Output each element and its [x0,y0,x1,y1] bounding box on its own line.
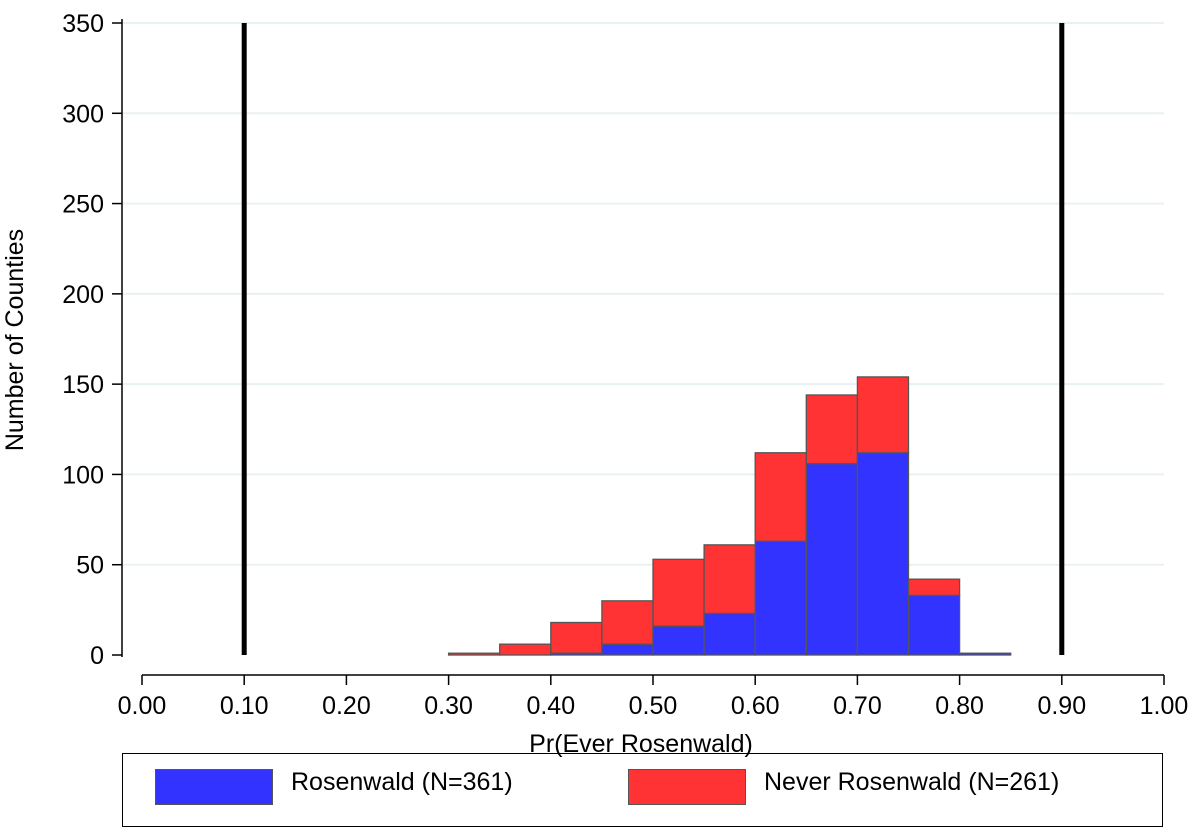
y-axis-label: Number of Counties [1,229,29,451]
x-tick-labels: 0.00 0.10 0.20 0.30 0.40 0.50 0.60 0.70 0.80 0.90… [118,675,1189,720]
y-tick-label-350: 350 [62,10,104,38]
y-tick-label-300: 300 [62,100,104,128]
legend-label-never-rosenwald: Never Rosenwald (N=261) [764,768,1060,796]
bar-never-rosenwald-0.45 [601,600,654,645]
y-tick-label-50: 50 [76,552,104,580]
bar-rosenwald-0.80 [958,652,1012,656]
reference-lines [241,23,1065,655]
y-tick-label-200: 200 [62,281,104,309]
x-tick-label-1.00: 1.00 [1140,692,1189,720]
bar-rosenwald-0.45 [601,643,654,656]
bar-rosenwald-0.70 [856,452,910,656]
legend-label-rosenwald: Rosenwald (N=361) [291,768,513,796]
axes [121,19,1164,676]
bar-never-rosenwald-0.60 [754,452,807,542]
bar-never-rosenwald-0.65 [805,394,859,465]
bar-never-rosenwald-0.50 [652,558,705,627]
y-tick-label-150: 150 [62,371,104,399]
y-tick-labels: 0 50 100 150 200 250 300 350 [62,10,122,670]
bar-rosenwald-0.60 [754,540,807,656]
x-tick-label-0.10: 0.10 [220,692,269,720]
x-tick-label-0.70: 0.70 [833,692,882,720]
y-tick-label-100: 100 [62,461,104,489]
x-tick-label-0.90: 0.90 [1037,692,1086,720]
x-tick-label-0.60: 0.60 [731,692,780,720]
legend-swatch-rosenwald [155,769,273,805]
bar-never-rosenwald-0.30 [447,652,501,656]
x-tick-label-0.20: 0.20 [322,692,371,720]
bar-never-rosenwald-0.75 [907,578,961,597]
grid-lines [122,22,1164,566]
y-tick-label-0: 0 [90,642,104,670]
bar-never-rosenwald-0.70 [856,376,910,454]
bar-never-rosenwald-0.55 [703,544,756,615]
x-tick-label-0.50: 0.50 [629,692,678,720]
bars [447,376,1012,656]
x-tick-label-0.40: 0.40 [526,692,575,720]
legend-swatch-never-rosenwald [628,769,746,805]
legend: Rosenwald (N=361) Never Rosenwald (N=261… [122,753,1163,827]
bar-rosenwald-0.65 [805,462,859,656]
bar-never-rosenwald-0.35 [499,643,552,656]
bar-rosenwald-0.50 [652,625,705,656]
bar-rosenwald-0.55 [703,612,756,656]
x-tick-label-0.30: 0.30 [424,692,473,720]
bar-never-rosenwald-0.40 [550,621,603,654]
y-tick-label-250: 250 [62,191,104,219]
x-tick-label-0.80: 0.80 [935,692,984,720]
bar-rosenwald-0.75 [907,594,961,656]
x-tick-label-0.00: 0.00 [118,692,167,720]
